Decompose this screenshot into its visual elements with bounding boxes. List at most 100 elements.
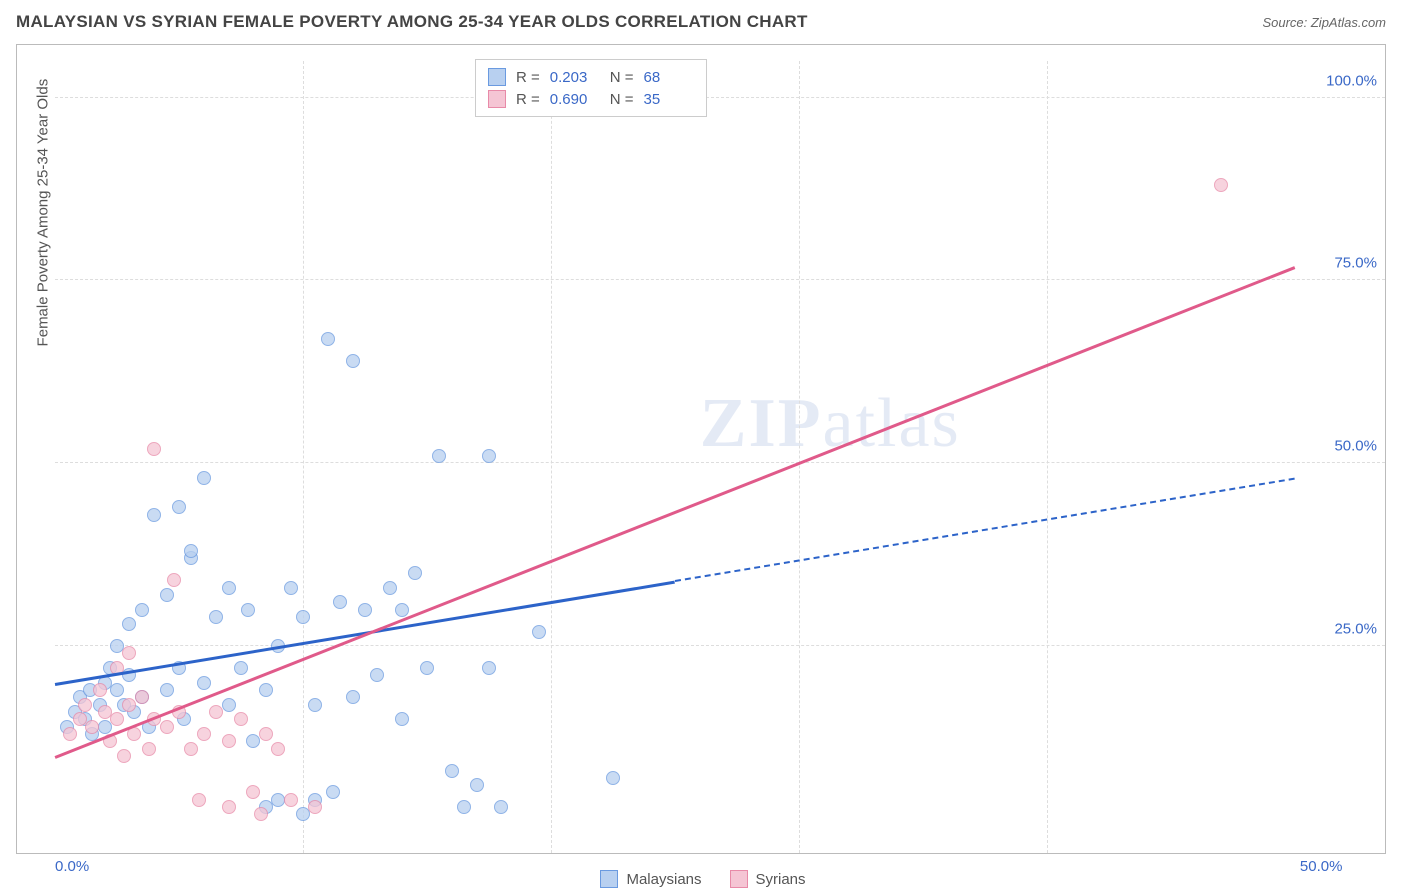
data-point	[457, 800, 471, 814]
data-point	[395, 712, 409, 726]
chart-source: Source: ZipAtlas.com	[1262, 15, 1386, 30]
data-point	[142, 742, 156, 756]
data-point	[395, 603, 409, 617]
data-point	[532, 625, 546, 639]
legend-r-value: 0.203	[550, 69, 600, 86]
data-point	[160, 588, 174, 602]
y-tick-label: 75.0%	[1334, 255, 1377, 272]
data-point	[246, 785, 260, 799]
data-point	[117, 749, 131, 763]
series-legend: Malaysians Syrians	[0, 870, 1406, 888]
data-point	[222, 698, 236, 712]
data-point	[63, 727, 77, 741]
gridline-y	[55, 279, 1385, 280]
data-point	[209, 610, 223, 624]
legend-n-label: N =	[610, 69, 634, 86]
data-point	[222, 734, 236, 748]
data-point	[284, 793, 298, 807]
data-point	[346, 690, 360, 704]
data-point	[296, 610, 310, 624]
chart-header: MALAYSIAN VS SYRIAN FEMALE POVERTY AMONG…	[0, 0, 1406, 40]
data-point	[346, 354, 360, 368]
data-point	[370, 668, 384, 682]
data-point	[147, 508, 161, 522]
legend-label: Malaysians	[626, 871, 701, 888]
data-point	[110, 712, 124, 726]
data-point	[445, 764, 459, 778]
gridline-y	[55, 462, 1385, 463]
legend-r-label: R =	[516, 69, 540, 86]
data-point	[308, 698, 322, 712]
legend-label: Syrians	[756, 871, 806, 888]
gridline-x	[303, 61, 304, 853]
trend-line	[675, 478, 1295, 582]
data-point	[209, 705, 223, 719]
legend-n-label: N =	[610, 91, 634, 108]
data-point	[234, 712, 248, 726]
data-point	[197, 676, 211, 690]
data-point	[197, 471, 211, 485]
data-point	[167, 573, 181, 587]
data-point	[1214, 178, 1228, 192]
data-point	[135, 690, 149, 704]
data-point	[192, 793, 206, 807]
y-tick-label: 50.0%	[1334, 438, 1377, 455]
data-point	[333, 595, 347, 609]
data-point	[241, 603, 255, 617]
data-point	[482, 661, 496, 675]
legend-n-value: 35	[644, 91, 694, 108]
data-point	[122, 617, 136, 631]
data-point	[234, 661, 248, 675]
data-point	[110, 683, 124, 697]
gridline-x	[551, 61, 552, 853]
chart-container: Female Poverty Among 25-34 Year Olds ZIP…	[16, 44, 1386, 854]
data-point	[160, 720, 174, 734]
data-point	[184, 544, 198, 558]
legend-item: Malaysians	[600, 870, 701, 888]
data-point	[78, 698, 92, 712]
plot-area: Female Poverty Among 25-34 Year Olds ZIP…	[55, 61, 1295, 829]
gridline-x	[799, 61, 800, 853]
legend-r-label: R =	[516, 91, 540, 108]
data-point	[326, 785, 340, 799]
data-point	[135, 603, 149, 617]
data-point	[259, 727, 273, 741]
data-point	[420, 661, 434, 675]
data-point	[308, 800, 322, 814]
data-point	[122, 646, 136, 660]
data-point	[172, 500, 186, 514]
data-point	[271, 742, 285, 756]
data-point	[383, 581, 397, 595]
data-point	[358, 603, 372, 617]
data-point	[432, 449, 446, 463]
gridline-y	[55, 645, 1385, 646]
legend-n-value: 68	[644, 69, 694, 86]
gridline-y	[55, 97, 1385, 98]
data-point	[494, 800, 508, 814]
data-point	[197, 727, 211, 741]
data-point	[284, 581, 298, 595]
legend-item: Syrians	[730, 870, 806, 888]
y-axis-label: Female Poverty Among 25-34 Year Olds	[35, 79, 52, 347]
data-point	[482, 449, 496, 463]
data-point	[470, 778, 484, 792]
legend-row: R = 0.690 N = 35	[488, 88, 694, 110]
data-point	[222, 800, 236, 814]
legend-row: R = 0.203 N = 68	[488, 66, 694, 88]
legend-swatch	[600, 870, 618, 888]
correlation-legend: R = 0.203 N = 68 R = 0.690 N = 35	[475, 59, 707, 117]
data-point	[259, 683, 273, 697]
data-point	[408, 566, 422, 580]
data-point	[147, 442, 161, 456]
legend-swatch	[730, 870, 748, 888]
y-tick-label: 100.0%	[1326, 72, 1377, 89]
trend-line	[55, 266, 1296, 758]
data-point	[222, 581, 236, 595]
gridline-x	[1047, 61, 1048, 853]
data-point	[93, 683, 107, 697]
legend-r-value: 0.690	[550, 91, 600, 108]
legend-swatch	[488, 90, 506, 108]
chart-title: MALAYSIAN VS SYRIAN FEMALE POVERTY AMONG…	[16, 12, 808, 32]
y-tick-label: 25.0%	[1334, 621, 1377, 638]
data-point	[160, 683, 174, 697]
